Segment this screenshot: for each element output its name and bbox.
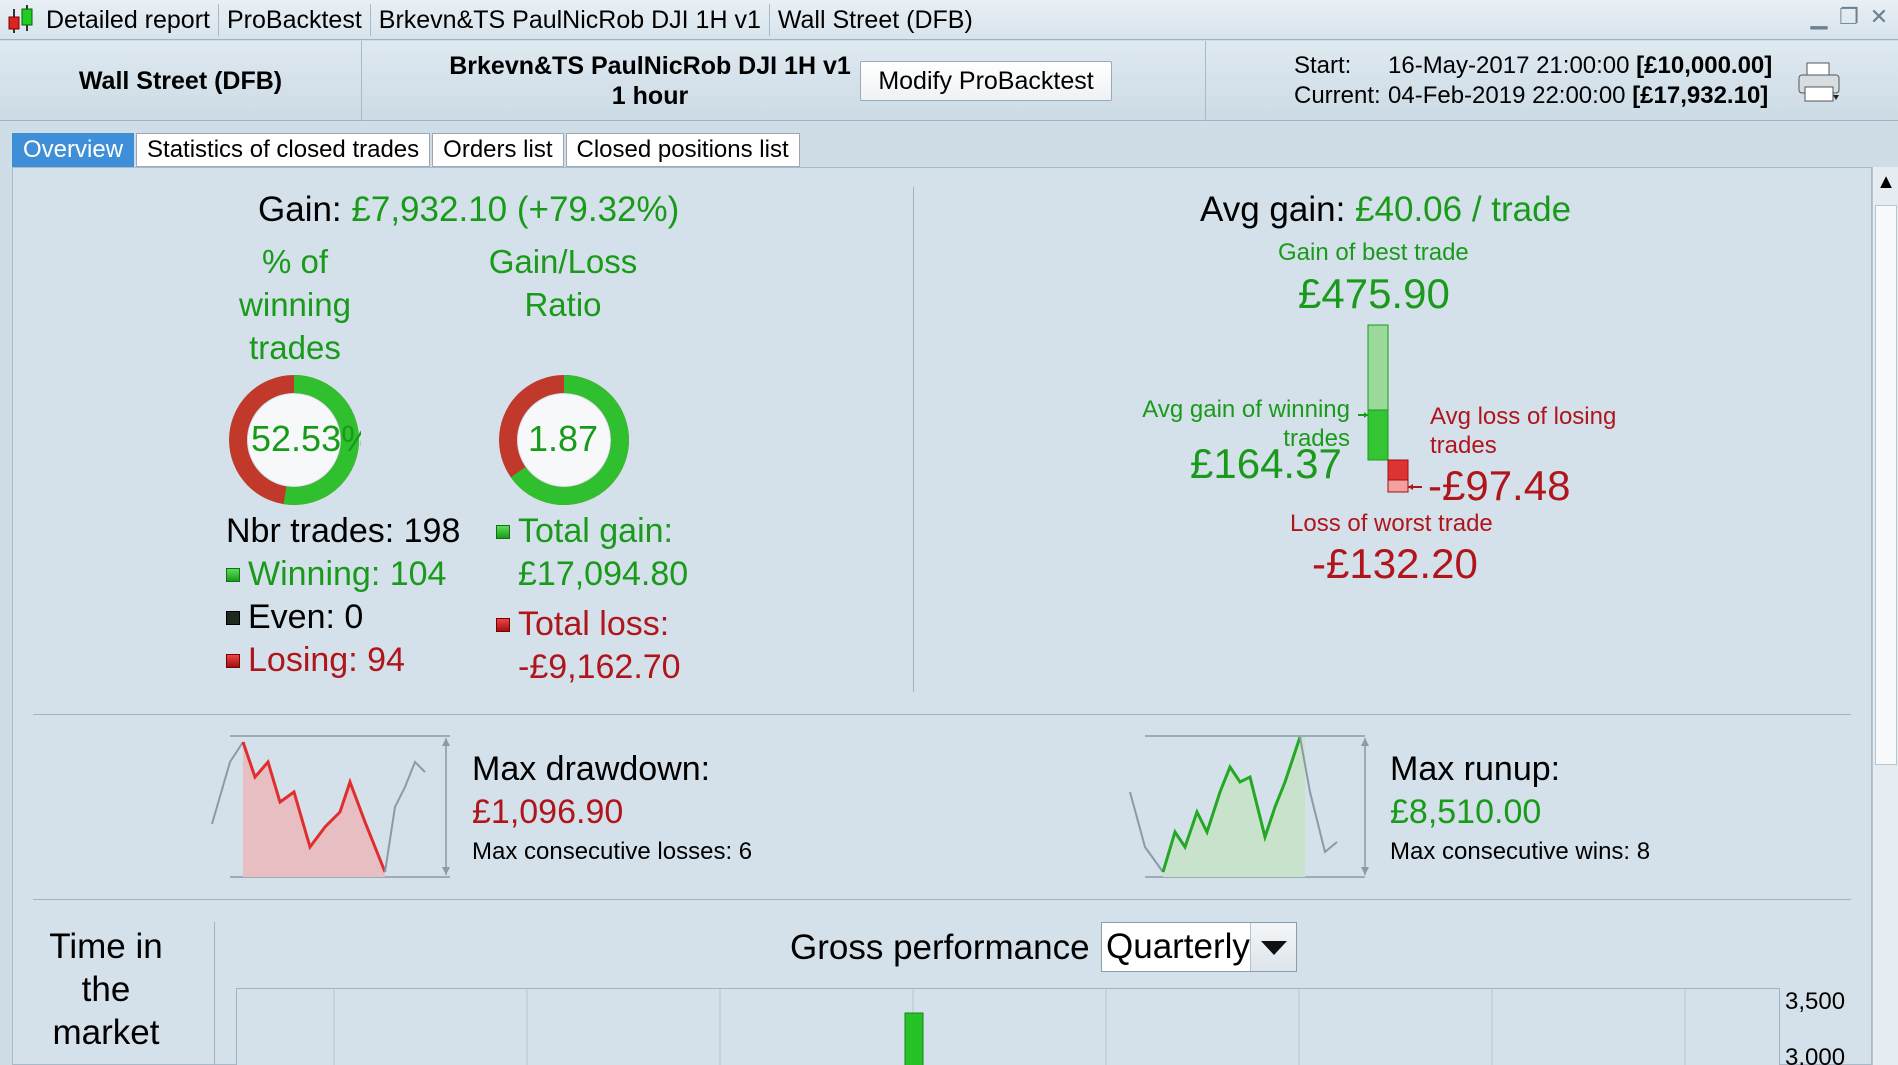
green-square-icon (496, 524, 510, 539)
printer-icon[interactable] (1795, 61, 1845, 105)
gain-value: £7,932.10 (351, 190, 508, 229)
tab-statistics-closed-trades[interactable]: Statistics of closed trades (136, 133, 431, 167)
report-header: Wall Street (DFB) Brkevn&TS PaulNicRob D… (0, 41, 1898, 121)
gross-performance-grid (333, 989, 1686, 1065)
scroll-up-icon[interactable]: ▲ (1876, 171, 1896, 193)
max-drawdown-chart (211, 735, 450, 878)
time-in-market-label: Time in the market (49, 927, 163, 1052)
worst-trade-label: Loss of worst trade (1290, 510, 1493, 537)
title-segment-strategy: Brkevn&TS PaulNicRob DJI 1H v1 (371, 3, 770, 36)
avg-win-label: Avg gain of winning trades (1142, 396, 1350, 452)
winning-trades: Winning: 104 (226, 555, 446, 594)
max-consecutive-losses: Max consecutive losses: 6 (472, 838, 753, 865)
strategy-info: Brkevn&TS PaulNicRob DJI 1H v1 1 hour (440, 51, 860, 111)
total-loss-label-text: Total loss: (518, 605, 670, 643)
best-trade-label: Gain of best trade (1278, 239, 1469, 266)
gain-loss-ratio-value: 1.87 (528, 418, 599, 459)
vertical-scrollbar[interactable]: ▲ (1872, 167, 1898, 1065)
black-square-icon (226, 610, 240, 625)
candlestick-app-icon (4, 3, 38, 37)
period-select-value: Quarterly (1106, 927, 1250, 966)
max-drawdown-label: Max drawdown: (472, 750, 711, 788)
nbr-trades: Nbr trades: 198 (226, 512, 461, 550)
backtest-dates: Start: 16-May-2017 21:00:00 [£10,000.00]… (1294, 51, 1772, 111)
total-gain-label-text: Total gain: (518, 512, 673, 550)
performance-bar (904, 1012, 924, 1065)
avg-win-value: £164.37 (1190, 440, 1342, 487)
pct-winning-heading: % of winning trades (239, 243, 351, 366)
avg-gain-value: £40.06 / trade (1355, 190, 1572, 229)
max-runup-label: Max runup: (1390, 750, 1561, 788)
header-divider (1205, 41, 1206, 121)
period-select[interactable]: Quarterly (1101, 922, 1297, 972)
report-tabs: Overview Statistics of closed trades Ord… (12, 133, 802, 167)
current-date: 04-Feb-2019 22:00:00 (1388, 82, 1626, 109)
window-titlebar: Detailed report ProBacktest Brkevn&TS Pa… (0, 0, 1898, 40)
modify-probacktest-button[interactable]: Modify ProBacktest (860, 61, 1112, 101)
trade-distribution-bar (1358, 324, 1422, 493)
section-divider-1 (33, 714, 1851, 715)
even-trades: Even: 0 (226, 598, 363, 637)
red-square-icon (226, 653, 240, 668)
section-divider-2 (33, 899, 1851, 900)
avg-loss-label: Avg loss of losing trades (1430, 403, 1617, 459)
losing-trades: Losing: 94 (226, 641, 405, 680)
tab-orders-list[interactable]: Orders list (432, 133, 564, 167)
tab-overview[interactable]: Overview (12, 133, 135, 167)
gain-percent: (+79.32%) (516, 190, 680, 229)
winning-trades-text: Winning: 104 (248, 555, 447, 593)
total-loss-value: -£9,162.70 (518, 648, 681, 686)
even-trades-text: Even: 0 (248, 598, 364, 636)
max-runup-chart (1129, 735, 1369, 878)
green-square-icon (226, 567, 240, 582)
window-controls: ▁ ❐ ✕ (1806, 4, 1892, 30)
worst-trade-value: -£132.20 (1312, 540, 1478, 587)
avg-gain-label: Avg gain: (1200, 190, 1346, 229)
gain-label: Gain: (258, 190, 342, 229)
best-trade-value: £475.90 (1298, 270, 1450, 317)
gross-performance-chart (236, 988, 1780, 1065)
current-label: Current: (1294, 82, 1381, 109)
current-capital: [£17,932.10] (1632, 82, 1769, 109)
overview-vertical-divider (913, 187, 914, 692)
max-drawdown-value: £1,096.90 (472, 793, 624, 831)
strategy-name: Brkevn&TS PaulNicRob DJI 1H v1 (449, 52, 851, 80)
avg-gain-summary: Avg gain: £40.06 / trade (1200, 190, 1571, 230)
start-label: Start: (1294, 52, 1352, 79)
start-date: 16-May-2017 21:00:00 (1388, 52, 1630, 79)
total-gain-label: Total gain: (496, 512, 673, 551)
title-segment-instrument: Wall Street (DFB) (777, 5, 973, 34)
max-runup-value: £8,510.00 (1390, 793, 1542, 831)
losing-trades-text: Losing: 94 (248, 641, 405, 679)
strategy-timeframe: 1 hour (611, 82, 689, 110)
minimize-icon[interactable]: ▁ (1810, 4, 1828, 29)
instrument-name: Wall Street (DFB) (0, 41, 362, 121)
restore-icon[interactable]: ❐ (1839, 4, 1859, 29)
red-square-icon (496, 617, 510, 632)
pct-winning-value: 52.53% (251, 418, 361, 459)
title-segment-probacktest: ProBacktest (219, 3, 371, 36)
scroll-thumb[interactable] (1875, 205, 1897, 765)
gross-performance-label: Gross performance (790, 928, 1090, 967)
overview-panel (12, 167, 1872, 1065)
pct-winning-donut (229, 375, 359, 505)
y-tick-3500: 3,500 (1785, 988, 1846, 1015)
title-segment-report: Detailed report (38, 3, 219, 36)
ratio-heading: Gain/Loss Ratio (488, 243, 638, 323)
gain-loss-ratio-donut (499, 375, 629, 505)
start-capital: [£10,000.00] (1636, 52, 1773, 79)
tab-closed-positions-list[interactable]: Closed positions list (565, 133, 800, 167)
max-consecutive-wins: Max consecutive wins: 8 (1390, 838, 1651, 865)
time-in-market-divider (214, 922, 215, 1065)
avg-loss-value: -£97.48 (1428, 462, 1571, 509)
close-icon[interactable]: ✕ (1869, 4, 1889, 29)
chevron-down-icon[interactable] (1250, 923, 1296, 971)
total-gain-value: £17,094.80 (518, 555, 689, 593)
total-gain-summary: Gain: £7,932.10 (+79.32%) (258, 190, 679, 230)
y-tick-3000: 3,000 (1785, 1044, 1846, 1065)
total-loss-label: Total loss: (496, 605, 669, 644)
